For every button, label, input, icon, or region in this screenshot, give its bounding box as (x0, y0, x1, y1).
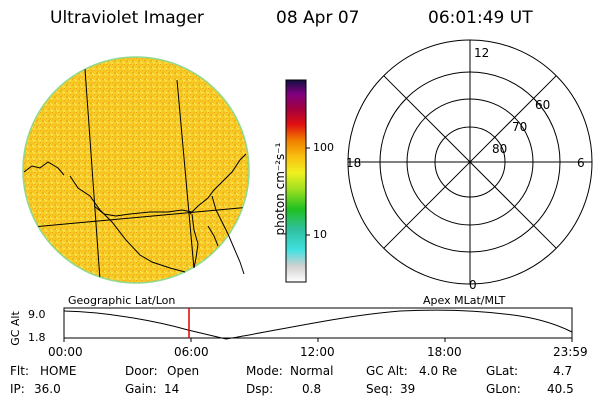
coastline (69, 175, 186, 273)
altitude-xtick-1800: 18:00 (427, 345, 462, 359)
coastline (207, 225, 219, 247)
coastline (211, 195, 245, 275)
coastline (189, 153, 247, 215)
altitude-xtick-2359: 23:59 (553, 345, 588, 359)
flt-value: HOME (40, 364, 77, 378)
altitude-xtick-0000: 00:00 (48, 345, 83, 359)
door-label: Door: (125, 364, 158, 378)
meridian-line (83, 57, 101, 281)
seq-label: Seq: (366, 382, 393, 396)
mlat-label-80: 80 (492, 142, 508, 156)
gcalt-value: 4.0 Re (419, 364, 458, 378)
altitude-ytick-min: 1.8 (28, 331, 46, 344)
glon-value: 40.5 (547, 382, 574, 396)
flt-label: Flt: (10, 364, 29, 378)
gain-value: 14 (164, 382, 180, 396)
glat-label: GLat: (486, 364, 519, 378)
altitude-xtick-1200: 12:00 (300, 345, 335, 359)
gcalt-label: GC Alt: (366, 364, 408, 378)
apex-label: Apex MLat/MLT (423, 294, 506, 307)
colorbar (285, 79, 310, 283)
glat-value: 4.7 (553, 364, 573, 378)
dsp-label: Dsp: (246, 382, 274, 396)
meridian-line (176, 79, 196, 281)
instrument-title: Ultraviolet Imager (50, 8, 204, 28)
door-value: Open (167, 364, 200, 378)
colorbar-tick-10: 10 (313, 228, 327, 241)
seq-value: 39 (400, 382, 416, 396)
glon-label: GLon: (486, 382, 521, 396)
gain-label: Gain: (125, 382, 157, 396)
mode-value: Normal (290, 364, 334, 378)
coastline (191, 213, 199, 269)
altitude-ytick-max: 9.0 (28, 308, 46, 321)
altitude-curve (63, 309, 573, 340)
mlt-label-0: 0 (469, 278, 477, 292)
colorbar-tick-100: 100 (313, 141, 334, 154)
mlt-label-18: 18 (346, 156, 362, 170)
coastline (23, 161, 65, 176)
geographic-label: Geographic Lat/Lon (68, 294, 176, 307)
earth-disk (22, 56, 250, 284)
ip-value: 36.0 (34, 382, 61, 396)
mlat-label-70: 70 (512, 120, 528, 134)
mlat-label-60: 60 (535, 98, 551, 112)
parallel-line (23, 206, 249, 229)
mlt-label-6: 6 (577, 156, 585, 170)
ip-label: IP: (10, 382, 25, 396)
observation-time: 06:01:49 UT (428, 8, 533, 28)
altitude-xtick-0600: 06:00 (174, 345, 209, 359)
coastline (93, 205, 193, 217)
mode-label: Mode: (246, 364, 283, 378)
mlt-label-12: 12 (474, 46, 490, 60)
observation-date: 08 Apr 07 (276, 8, 360, 28)
dsp-value: 0.8 (302, 382, 322, 396)
